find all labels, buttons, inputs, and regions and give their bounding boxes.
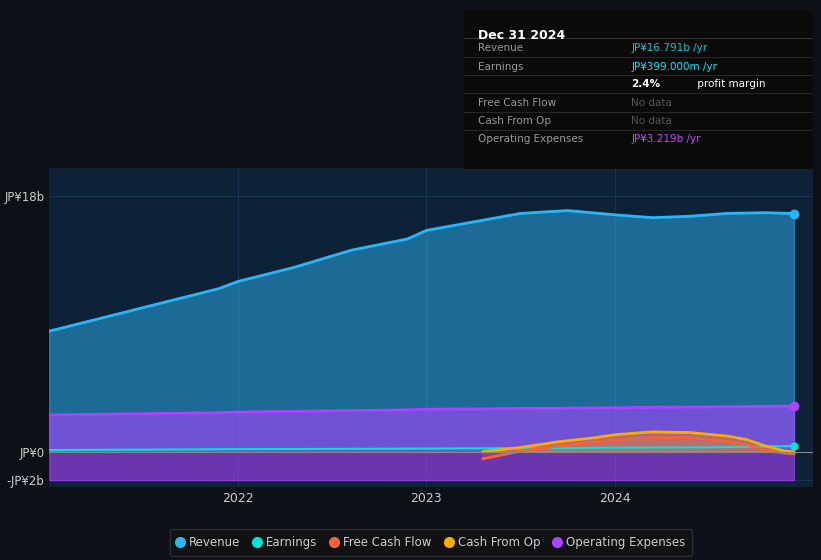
Text: JP¥16.791b /yr: JP¥16.791b /yr [631, 43, 708, 53]
Text: profit margin: profit margin [695, 80, 766, 90]
Text: Revenue: Revenue [478, 43, 523, 53]
Text: JP¥3.219b /yr: JP¥3.219b /yr [631, 134, 701, 144]
Text: Dec 31 2024: Dec 31 2024 [478, 29, 565, 41]
Legend: Revenue, Earnings, Free Cash Flow, Cash From Op, Operating Expenses: Revenue, Earnings, Free Cash Flow, Cash … [170, 529, 692, 556]
Text: Operating Expenses: Operating Expenses [478, 134, 583, 144]
Text: Cash From Op: Cash From Op [478, 116, 551, 126]
Text: No data: No data [631, 97, 672, 108]
Text: JP¥399.000m /yr: JP¥399.000m /yr [631, 62, 718, 72]
Text: No data: No data [631, 116, 672, 126]
Text: Free Cash Flow: Free Cash Flow [478, 97, 556, 108]
Text: 2.4%: 2.4% [631, 80, 660, 90]
Text: Earnings: Earnings [478, 62, 523, 72]
